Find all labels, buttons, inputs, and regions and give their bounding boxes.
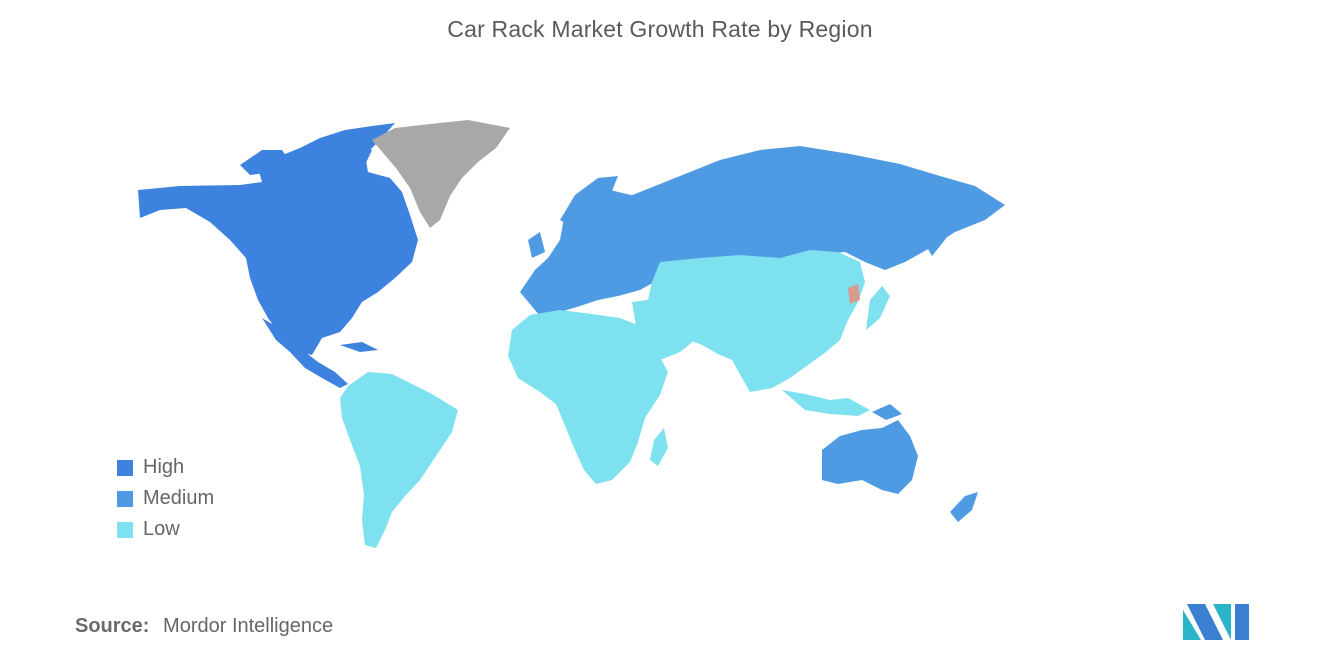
russia-shape <box>630 146 1005 270</box>
africa-shape <box>508 310 668 484</box>
japan-shape <box>866 286 890 330</box>
madagascar-shape <box>650 428 668 466</box>
new-zealand-shape <box>950 492 978 522</box>
source-line: Source: Mordor Intelligence <box>75 615 333 638</box>
arctic-islands-shape <box>240 150 290 175</box>
region-south-america <box>340 372 458 548</box>
mexico-central-america-shape <box>262 318 348 388</box>
legend-swatch-medium <box>117 490 133 507</box>
europe-shape <box>520 190 665 316</box>
chart-title: Car Rack Market Growth Rate by Region <box>447 16 873 42</box>
region-asia <box>648 250 865 392</box>
legend-item-low: Low <box>117 514 214 545</box>
legend-swatch-high <box>117 459 133 476</box>
canada-usa-shape <box>138 123 418 355</box>
australia-shape <box>822 420 918 494</box>
korea-shape <box>848 284 860 304</box>
baffin-shape <box>330 140 372 168</box>
legend-label-low: Low <box>143 518 180 540</box>
legend-item-medium: Medium <box>117 483 214 514</box>
legend-label-high: High <box>143 456 185 478</box>
scandinavia-shape <box>560 176 618 230</box>
middle-east-shape <box>632 298 700 360</box>
caribbean-shape <box>340 342 378 352</box>
region-europe-russia <box>520 146 1005 316</box>
source-value: Mordor Intelligence <box>163 615 334 637</box>
region-greenland <box>372 120 510 228</box>
legend-swatch-low <box>117 521 133 538</box>
source-label: Source: <box>75 615 150 637</box>
legend: High Medium Low <box>117 452 214 545</box>
southeast-asia-shape <box>782 390 870 416</box>
legend-label-medium: Medium <box>143 487 215 509</box>
mordor-intelligence-logo-icon <box>1183 604 1249 640</box>
region-north-america <box>138 123 418 388</box>
legend-item-high: High <box>117 452 214 483</box>
kamchatka-shape <box>918 214 948 256</box>
new-guinea-shape <box>872 404 902 420</box>
uk-shape <box>528 232 545 258</box>
region-oceania <box>822 404 978 522</box>
region-africa-middle-east <box>508 298 700 484</box>
